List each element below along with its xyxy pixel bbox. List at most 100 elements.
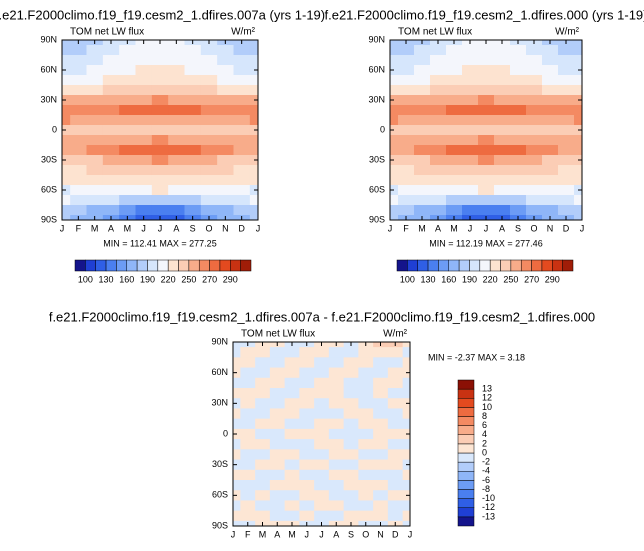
contour-cell <box>402 500 411 512</box>
colorbar-label: 250 <box>503 274 518 284</box>
contour-cell <box>233 55 251 66</box>
contour-cell <box>184 75 202 86</box>
contour-cell <box>314 500 330 512</box>
contour-cell <box>135 205 153 216</box>
contour-cell <box>135 175 153 186</box>
x-tick-label: J <box>158 223 163 233</box>
contour-cell <box>542 145 559 156</box>
contour-cell <box>314 347 330 358</box>
x-tick-label: J <box>231 529 236 539</box>
contour-cell <box>299 428 315 440</box>
contour-cell <box>135 55 153 66</box>
contour-cell <box>200 195 218 206</box>
contour-cell <box>70 155 87 166</box>
contour-cell <box>70 185 87 196</box>
contour-cell <box>478 195 495 206</box>
colorbar-box <box>240 259 252 272</box>
colorbar-box <box>219 259 231 272</box>
contour-cell <box>70 85 87 96</box>
contour-cell <box>446 125 463 136</box>
contour-cell <box>390 145 399 156</box>
contour-cell <box>314 388 330 399</box>
contour-cell <box>184 145 202 156</box>
contour-cell <box>446 195 463 206</box>
contour-cell <box>558 175 575 186</box>
contour-cell <box>119 85 136 96</box>
contour-cell <box>402 469 411 481</box>
x-tick-label: O <box>362 529 369 539</box>
contour-cell <box>526 65 543 76</box>
contour-cell <box>151 185 169 196</box>
colorbar-box <box>230 259 241 272</box>
contour-cell <box>373 357 389 369</box>
contour-cell <box>184 205 202 216</box>
contour-cell <box>233 125 251 136</box>
contour-cell <box>446 105 463 116</box>
contour-cell <box>373 449 389 461</box>
colorbar-box <box>126 259 138 272</box>
contour-cell <box>494 105 511 116</box>
contour-cell <box>558 135 575 146</box>
contour-cell <box>510 75 527 86</box>
contour-cell <box>168 185 185 196</box>
contour-cell <box>542 55 559 66</box>
contour-cell <box>135 155 153 166</box>
colorbar-box <box>427 259 439 272</box>
contour-cell <box>373 388 389 399</box>
contour-cell <box>255 388 271 399</box>
contour-cell <box>343 418 359 430</box>
contour-cell <box>284 480 300 491</box>
contour-cell <box>102 55 120 66</box>
contour-cell <box>269 367 286 379</box>
contour-cell <box>373 347 389 358</box>
contour-cell <box>151 55 169 66</box>
contour-cell <box>86 115 104 126</box>
contour-cell <box>70 205 87 216</box>
contour-cell <box>184 105 202 116</box>
contour-cell <box>358 500 374 512</box>
contour-cell <box>542 205 559 216</box>
contour-cell <box>249 195 259 206</box>
contour-cell <box>387 439 404 450</box>
contour-cell <box>387 500 404 512</box>
colorbar-box <box>457 407 475 417</box>
contour-cell <box>328 469 345 481</box>
contour-cell <box>478 95 495 106</box>
y-tick-label: 30N <box>40 94 57 104</box>
contour-cell <box>249 55 259 66</box>
x-tick-label: J <box>580 223 585 233</box>
contour-cell <box>414 145 431 156</box>
contour-cell <box>390 215 399 221</box>
contour-cell <box>70 195 87 206</box>
panel-title: f.e21.F2000climo.f19_f19.cesm2_1.dfires.… <box>49 309 595 324</box>
colorbar-label: -10 <box>482 493 495 503</box>
contour-cell <box>343 449 359 461</box>
contour-cell <box>151 155 169 166</box>
contour-cell <box>390 195 399 206</box>
contour-cell <box>255 418 271 430</box>
contour-cell <box>314 510 330 522</box>
colorbar-label: -4 <box>482 466 490 476</box>
contour-cell <box>430 85 447 96</box>
contour-cell <box>328 377 345 389</box>
contour-cell <box>390 65 399 76</box>
contour-cell <box>86 105 104 116</box>
contour-cell <box>402 449 411 461</box>
contour-cell <box>343 388 359 399</box>
contour-cell <box>62 45 71 56</box>
contour-cell <box>269 357 286 369</box>
contour-cell <box>249 85 259 96</box>
contour-cell <box>542 195 559 206</box>
contour-cell <box>343 500 359 512</box>
contour-cell <box>328 439 345 450</box>
colorbar-label: 13 <box>482 384 492 394</box>
contour-cell <box>102 65 120 76</box>
contour-cell <box>151 125 169 136</box>
contour-cell <box>398 65 415 76</box>
contour-cell <box>255 347 271 358</box>
contour-cell <box>255 459 271 471</box>
contour-cell <box>358 418 374 430</box>
contour-cell <box>284 398 300 409</box>
contour-cell <box>200 105 218 116</box>
colorbar-box <box>457 434 475 445</box>
